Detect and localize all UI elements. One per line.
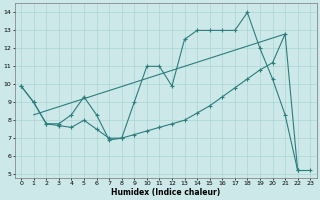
X-axis label: Humidex (Indice chaleur): Humidex (Indice chaleur) — [111, 188, 220, 197]
